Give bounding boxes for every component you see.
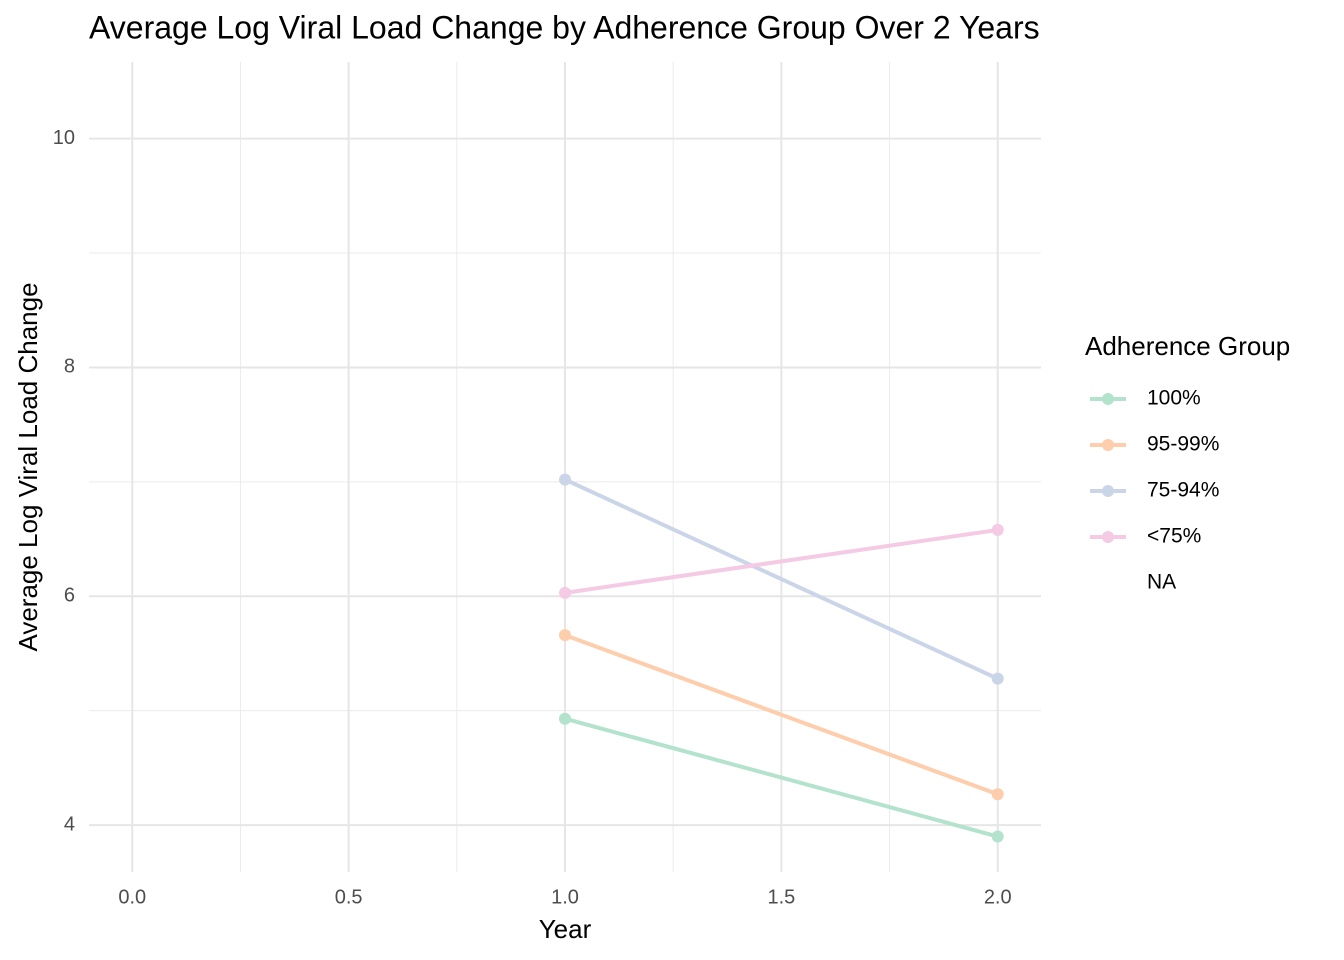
series-line <box>564 477 999 681</box>
point <box>991 788 1004 801</box>
legend-label: 100% <box>1147 387 1201 410</box>
y-axis-title: Average Log Viral Load Change <box>13 282 43 651</box>
y-tick-label: 8 <box>64 356 75 378</box>
legend-key-point <box>1102 485 1114 497</box>
y-tick-label: 10 <box>53 127 75 149</box>
point <box>991 830 1004 843</box>
point <box>991 523 1004 536</box>
point <box>559 586 571 599</box>
legend-label: 75-94% <box>1147 479 1219 502</box>
x-tick-label: 1.0 <box>551 886 579 908</box>
x-tick-label: 0.0 <box>118 886 146 908</box>
point <box>991 672 1004 685</box>
series-line <box>564 527 999 595</box>
legend-title: Adherence Group <box>1085 331 1290 361</box>
series-line <box>564 633 999 797</box>
legend-key-point <box>1102 531 1114 543</box>
x-axis-title: Year <box>539 914 592 944</box>
legend-label: 95-99% <box>1147 433 1219 456</box>
legend-label: <75% <box>1147 525 1201 548</box>
series-line <box>564 716 999 839</box>
chart-title: Average Log Viral Load Change by Adheren… <box>89 9 1040 45</box>
legend-key-point <box>1102 393 1114 405</box>
point <box>559 629 571 642</box>
x-tick-label: 0.5 <box>335 886 363 908</box>
x-tick-label: 2.0 <box>984 886 1012 908</box>
legend-key-point <box>1102 439 1114 451</box>
legend-label: NA <box>1147 571 1176 594</box>
point <box>559 473 571 486</box>
y-tick-label: 4 <box>64 813 75 835</box>
x-tick-label: 1.5 <box>767 886 795 908</box>
point <box>559 712 571 725</box>
y-tick-label: 6 <box>64 585 75 607</box>
